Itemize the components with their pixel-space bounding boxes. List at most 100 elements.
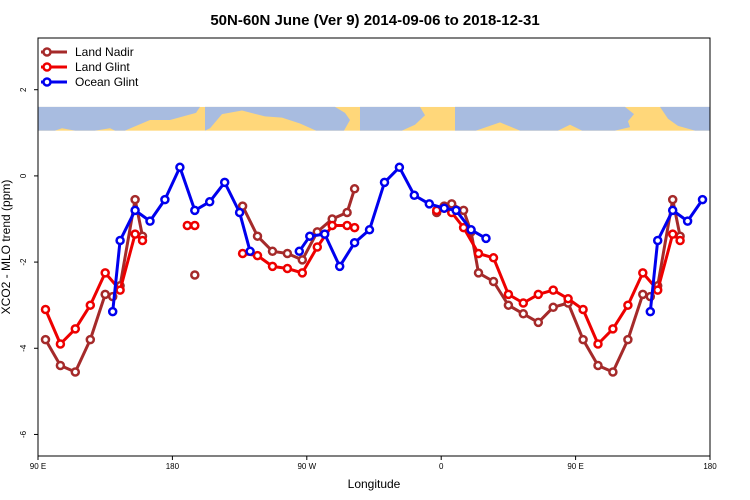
data-point-ocean-glint <box>451 205 461 216</box>
data-point-land-glint <box>297 268 308 278</box>
data-point-land-glint <box>40 304 51 315</box>
data-point-land-nadir <box>578 334 588 345</box>
data-point-land-nadir <box>518 309 529 319</box>
x-tick-label: 0 <box>439 462 444 471</box>
legend-item-land-nadir: Land Nadir <box>41 45 134 59</box>
y-axis-label: XCO2 - MLO trend (ppm) <box>0 180 13 315</box>
map-band-ocean <box>360 106 425 131</box>
data-point-land-glint <box>252 250 263 261</box>
series-line-ocean-glint <box>298 165 487 268</box>
data-point-land-glint <box>182 220 193 231</box>
data-point-land-glint <box>593 339 603 349</box>
data-point-ocean-glint <box>130 205 140 216</box>
data-point-ocean-glint <box>394 162 405 173</box>
data-point-land-nadir <box>85 334 96 345</box>
data-point-ocean-glint <box>234 207 245 218</box>
series-layer <box>40 162 708 377</box>
data-point-land-glint <box>548 285 558 295</box>
data-point-ocean-glint <box>115 235 125 246</box>
data-point-land-nadir <box>267 246 278 257</box>
data-point-ocean-glint <box>190 205 200 216</box>
series-line-land-nadir <box>435 198 682 374</box>
data-point-ocean-glint <box>466 225 476 235</box>
data-point-land-glint <box>85 300 96 310</box>
data-point-land-glint <box>623 300 633 310</box>
data-point-land-glint <box>115 285 125 295</box>
data-point-land-glint <box>518 298 529 308</box>
data-point-land-glint <box>533 289 544 300</box>
x-tick-label: 180 <box>166 462 180 471</box>
data-point-land-nadir <box>70 367 81 377</box>
legend-item-land-glint: Land Glint <box>41 60 130 74</box>
data-point-land-glint <box>578 304 588 315</box>
data-point-land-glint <box>349 222 360 233</box>
data-point-land-glint <box>563 293 573 304</box>
data-point-ocean-glint <box>305 231 315 241</box>
data-point-land-nadir <box>349 184 360 194</box>
legend-label: Land Glint <box>75 60 130 74</box>
data-point-land-glint <box>137 235 148 246</box>
data-point-land-glint <box>667 229 678 239</box>
data-point-land-nadir <box>190 270 200 280</box>
data-point-land-glint <box>130 229 140 239</box>
map-band <box>38 106 710 131</box>
data-point-ocean-glint <box>652 235 663 246</box>
data-point-ocean-glint <box>682 216 693 226</box>
x-tick-label: 90 E <box>30 462 46 471</box>
data-point-land-glint <box>282 263 293 274</box>
data-point-ocean-glint <box>409 190 420 201</box>
legend-item-ocean-glint: Ocean Glint <box>41 75 139 89</box>
y-tick-label: 0 <box>19 173 28 178</box>
data-point-ocean-glint <box>349 237 360 248</box>
data-point-land-nadir <box>446 199 457 209</box>
data-point-land-nadir <box>55 360 66 371</box>
legend-label: Ocean Glint <box>75 75 139 89</box>
data-point-ocean-glint <box>334 261 345 272</box>
data-point-ocean-glint <box>219 177 230 188</box>
data-point-ocean-glint <box>364 225 375 235</box>
data-point-land-nadir <box>342 207 352 218</box>
data-point-ocean-glint <box>160 194 170 205</box>
data-point-land-glint <box>267 261 278 272</box>
data-point-ocean-glint <box>175 162 185 173</box>
y-tick-label: 2 <box>19 87 28 92</box>
data-point-land-nadir <box>130 194 140 205</box>
data-point-land-glint <box>608 324 618 334</box>
data-point-ocean-glint <box>697 194 708 205</box>
data-point-land-nadir <box>533 317 544 328</box>
data-point-land-glint <box>675 235 685 246</box>
data-point-land-nadir <box>488 276 499 287</box>
data-point-land-nadir <box>40 334 51 345</box>
x-tick-label: 180 <box>703 462 717 471</box>
data-point-land-nadir <box>638 289 648 300</box>
y-tick-label: -4 <box>19 344 28 352</box>
data-point-land-nadir <box>503 300 514 310</box>
data-point-ocean-glint <box>424 199 435 209</box>
data-point-land-nadir <box>100 289 110 300</box>
data-point-ocean-glint <box>294 246 305 257</box>
data-point-ocean-glint <box>439 203 449 213</box>
data-point-ocean-glint <box>319 229 330 239</box>
x-axis-label: Longitude <box>348 477 401 491</box>
legend-label: Land Nadir <box>75 45 134 59</box>
data-point-land-glint <box>503 289 514 300</box>
data-point-ocean-glint <box>107 306 118 317</box>
data-point-land-glint <box>488 253 499 263</box>
data-point-ocean-glint <box>645 306 656 317</box>
data-point-land-glint <box>237 248 248 259</box>
data-point-ocean-glint <box>245 246 255 257</box>
legend-marker <box>42 62 52 72</box>
data-point-land-glint <box>327 220 337 231</box>
data-point-land-glint <box>190 220 200 231</box>
data-point-land-nadir <box>282 248 293 259</box>
data-point-ocean-glint <box>481 233 491 244</box>
data-point-ocean-glint <box>204 197 215 207</box>
map-band-ocean <box>38 106 200 131</box>
map-band-ocean <box>205 106 350 131</box>
data-point-land-glint <box>473 248 484 259</box>
data-point-land-glint <box>312 242 323 252</box>
series-land-glint <box>40 203 685 349</box>
x-axis: 90 E 180 90 W 0 90 E 180 <box>30 456 717 471</box>
